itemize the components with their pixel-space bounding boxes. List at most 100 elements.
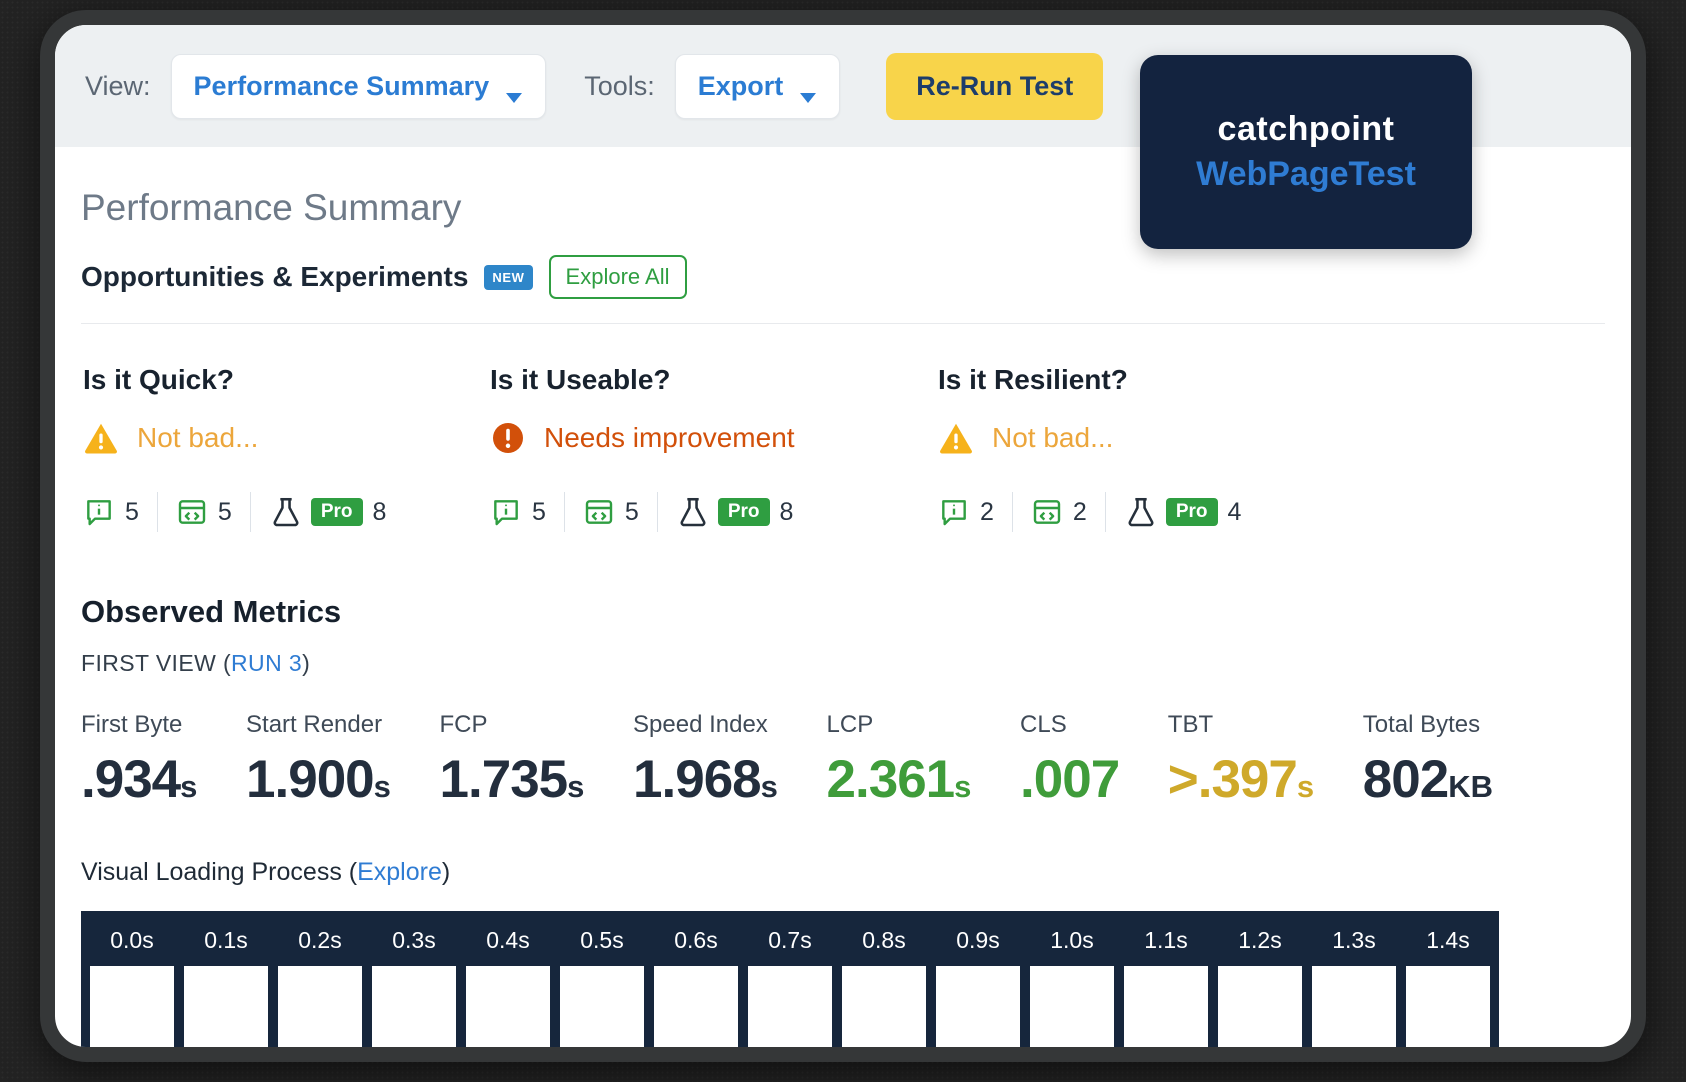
frame-time-label: 1.3s <box>1332 927 1376 953</box>
chevron-down-icon <box>505 80 523 103</box>
grade-cards-row: Is it Quick? Not bad... 5 <box>81 364 1605 532</box>
frame-time-label: 0.0s <box>110 927 154 953</box>
grade-question: Is it Useable? <box>490 364 671 395</box>
metric-tbt: TBT >.397s <box>1168 711 1314 810</box>
webpagetest-logo: WebPageTest <box>1196 155 1416 193</box>
frame-time-label: 0.3s <box>392 927 436 953</box>
stat-divider <box>563 492 565 532</box>
run-3-link[interactable]: RUN 3 <box>231 650 303 676</box>
filmstrip: 0.0s 0.1s 0.2s 0.3s 0.4s 0.5s <box>81 911 1499 1047</box>
metric-label: First Byte <box>81 711 183 738</box>
frame-time-label: 0.7s <box>768 927 812 953</box>
pro-experiments-count: 8 <box>372 497 387 526</box>
frame-thumbnail[interactable] <box>842 966 926 1047</box>
grade-status: Not bad... <box>83 420 490 456</box>
frame-time-label: 0.4s <box>486 927 530 953</box>
metric-value: 802KB <box>1362 750 1493 809</box>
view-dropdown[interactable]: Performance Summary <box>170 53 547 119</box>
frame-thumbnail[interactable] <box>1312 966 1396 1047</box>
stat-divider <box>156 492 158 532</box>
metric-speed-index: Speed Index 1.968s <box>633 711 778 810</box>
frame-time-label: 0.2s <box>298 927 342 953</box>
vlp-suffix: ) <box>441 858 451 886</box>
tools-dropdown[interactable]: Export <box>674 53 841 119</box>
filmstrip-frame: 0.3s <box>367 927 461 1047</box>
metric-value: 1.968s <box>633 750 778 809</box>
frame-thumbnail[interactable] <box>936 966 1020 1047</box>
stat-divider <box>1104 492 1106 532</box>
filmstrip-frame: 1.2s <box>1213 927 1307 1047</box>
metrics-row: First Byte .934s Start Render 1.900s FCP… <box>81 711 1493 810</box>
stat-divider <box>1011 492 1013 532</box>
frame-thumbnail[interactable] <box>560 966 644 1047</box>
frame-thumbnail[interactable] <box>654 966 738 1047</box>
frame-time-label: 1.4s <box>1426 927 1470 953</box>
frame-thumbnail[interactable] <box>1406 966 1490 1047</box>
explore-link[interactable]: Explore <box>357 858 442 886</box>
experiments-stat[interactable]: 5 <box>583 496 639 528</box>
browser-code-icon <box>583 496 615 528</box>
filmstrip-frame: 0.7s <box>743 927 837 1047</box>
frame-time-label: 1.2s <box>1238 927 1282 953</box>
grade-status: Needs improvement <box>490 420 938 456</box>
frame-thumbnail[interactable] <box>372 966 456 1047</box>
grade-card-quick: Is it Quick? Not bad... 5 <box>83 364 490 532</box>
metric-label: Total Bytes <box>1362 711 1481 738</box>
pro-experiments-count: 4 <box>1227 497 1242 526</box>
grade-status-text: Needs improvement <box>544 422 795 453</box>
vlp-prefix: Visual Loading Process ( <box>81 858 358 886</box>
frame-thumbnail[interactable] <box>90 966 174 1047</box>
brand-logo: catchpoint WebPageTest <box>1140 55 1472 249</box>
section-divider <box>81 323 1605 324</box>
frame-thumbnail[interactable] <box>1124 966 1208 1047</box>
experiments-count: 5 <box>624 497 639 526</box>
pro-badge: Pro <box>717 498 770 526</box>
observations-stat[interactable]: 5 <box>490 496 546 528</box>
grade-question: Is it Quick? <box>83 364 234 395</box>
experiments-stat[interactable]: 2 <box>1031 496 1087 528</box>
frame-thumbnail[interactable] <box>1218 966 1302 1047</box>
frame-thumbnail[interactable] <box>1030 966 1114 1047</box>
grade-question: Is it Resilient? <box>938 364 1128 395</box>
rerun-test-button[interactable]: Re-Run Test <box>886 52 1104 120</box>
warning-triangle-icon <box>938 420 974 456</box>
tools-dropdown-value: Export <box>697 70 784 101</box>
metric-fcp: FCP 1.735s <box>440 711 585 810</box>
opportunities-header: Opportunities & Experiments NEW Explore … <box>81 255 1605 299</box>
grade-status: Not bad... <box>938 420 1605 456</box>
filmstrip-frame: 1.3s <box>1307 927 1401 1047</box>
filmstrip-frame: 0.0s <box>85 927 179 1047</box>
metric-label: Speed Index <box>633 711 768 738</box>
comment-info-icon <box>490 496 522 528</box>
filmstrip-frame: 0.5s <box>555 927 649 1047</box>
app-window: View: Performance Summary Tools: Export … <box>40 10 1646 1062</box>
filmstrip-frame: 1.0s <box>1025 927 1119 1047</box>
visual-loading-label: Visual Loading Process (Explore) <box>81 858 1605 887</box>
explore-all-button[interactable]: Explore All <box>548 255 687 299</box>
catchpoint-logo: catchpoint <box>1217 110 1395 148</box>
frame-thumbnail[interactable] <box>184 966 268 1047</box>
opportunities-title: Opportunities & Experiments <box>81 261 469 292</box>
observations-stat[interactable]: 2 <box>938 496 994 528</box>
metric-label: TBT <box>1167 711 1214 738</box>
browser-code-icon <box>1031 496 1063 528</box>
filmstrip-frame: 0.6s <box>649 927 743 1047</box>
observed-metrics-title: Observed Metrics <box>81 594 342 629</box>
pro-experiments-stat[interactable]: Pro 8 <box>269 495 387 529</box>
experiments-count: 2 <box>1072 497 1087 526</box>
first-view-prefix: FIRST VIEW ( <box>81 650 232 676</box>
pro-experiments-stat[interactable]: Pro 8 <box>676 495 793 529</box>
metric-first-byte: First Byte .934s <box>81 711 197 810</box>
filmstrip-frame: 0.8s <box>837 927 931 1047</box>
pro-experiments-stat[interactable]: Pro 4 <box>1124 495 1242 529</box>
filmstrip-frame: 1.4s <box>1401 927 1495 1047</box>
metric-value: >.397s <box>1167 750 1315 809</box>
observations-stat[interactable]: 5 <box>83 496 139 528</box>
filmstrip-frame: 0.4s <box>461 927 555 1047</box>
frame-thumbnail[interactable] <box>278 966 362 1047</box>
frame-thumbnail[interactable] <box>748 966 832 1047</box>
frame-thumbnail[interactable] <box>466 966 550 1047</box>
experiments-stat[interactable]: 5 <box>176 496 232 528</box>
filmstrip-frame: 0.9s <box>931 927 1025 1047</box>
metric-label: LCP <box>826 711 874 738</box>
